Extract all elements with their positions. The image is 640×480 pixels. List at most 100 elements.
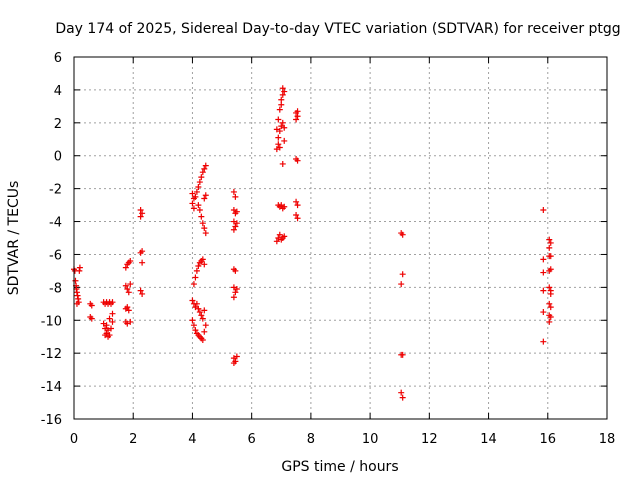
data-point-marker (122, 282, 129, 289)
data-point-marker (230, 226, 237, 233)
data-point-marker (540, 338, 547, 345)
data-point-marker (193, 267, 200, 274)
data-point-marker (192, 274, 199, 281)
y-tick-label: -14 (41, 380, 62, 395)
data-point-marker (102, 332, 109, 339)
data-point-marker (109, 318, 116, 325)
data-point-marker (198, 213, 205, 220)
y-axis-label: SDTVAR / TECUs (6, 181, 22, 296)
data-point-marker (201, 195, 208, 202)
data-point-marker (276, 231, 283, 238)
data-point-marker (192, 327, 199, 334)
data-point-marker (278, 96, 285, 103)
data-point-marker (232, 193, 239, 200)
data-point-marker (199, 315, 206, 322)
data-point-marker (281, 233, 288, 240)
data-point-marker (279, 160, 286, 167)
data-point-marker (198, 174, 205, 181)
data-point-marker (125, 307, 132, 314)
data-point-marker (398, 389, 405, 396)
data-point-marker (202, 322, 209, 329)
data-point-marker (189, 297, 196, 304)
x-tick-labels: 0 2 4 6 8 10 12 14 16 18 (70, 432, 615, 447)
data-point-marker (276, 106, 283, 113)
x-axis-label: GPS time / hours (281, 459, 398, 475)
data-point-marker (540, 309, 547, 316)
data-point-marker (399, 271, 406, 278)
data-point-marker (546, 318, 553, 325)
data-point-marker (279, 119, 286, 126)
data-point-marker (202, 162, 209, 169)
data-point-marker (547, 304, 554, 311)
data-point-marker (546, 267, 553, 274)
data-point-marker (124, 286, 131, 293)
data-point-marker (293, 198, 300, 205)
data-point-marker (399, 231, 406, 238)
data-point-marker (127, 281, 134, 288)
x-tick-label: 8 (307, 432, 315, 447)
data-point-marker (293, 211, 300, 218)
data-point-marker (124, 304, 131, 311)
data-point-marker (232, 223, 239, 230)
y-tick-label: -2 (49, 183, 62, 198)
data-point-marker (275, 141, 282, 148)
data-point-marker (88, 315, 95, 322)
data-point-marker (233, 353, 240, 360)
data-point-marker (547, 290, 554, 297)
data-point-marker (281, 88, 288, 95)
data-point-marker (276, 144, 283, 151)
data-point-marker (201, 261, 208, 268)
data-point-marker (293, 116, 300, 123)
data-point-marker (275, 116, 282, 123)
data-point-marker (137, 207, 144, 214)
data-point-marker (199, 256, 206, 263)
data-point-marker (281, 124, 288, 131)
y-tick-label: 0 (54, 150, 62, 165)
data-point-marker (281, 137, 288, 144)
data-point-marker (540, 207, 547, 214)
data-point-marker (103, 322, 110, 329)
data-point-marker (196, 309, 203, 316)
data-point-marker (399, 394, 406, 401)
data-point-marker (540, 256, 547, 263)
data-point-marker (189, 190, 196, 197)
data-point-marker (198, 312, 205, 319)
data-point-marker (196, 207, 203, 214)
y-tick-label: 2 (54, 117, 62, 132)
data-point-marker (137, 213, 144, 220)
x-tick-label: 16 (540, 432, 557, 447)
data-point-marker (294, 108, 301, 115)
y-tick-label: 6 (54, 51, 62, 66)
data-point-marker (137, 249, 144, 256)
data-point-marker (546, 284, 553, 291)
x-tick-label: 2 (129, 432, 137, 447)
data-point-marker (202, 192, 209, 199)
data-point-marker (201, 225, 208, 232)
data-point-marker (190, 322, 197, 329)
x-tick-label: 4 (188, 432, 196, 447)
data-point-marker (193, 300, 200, 307)
data-point-marker (202, 230, 209, 237)
data-point-marker (233, 208, 240, 215)
x-tick-label: 18 (599, 432, 616, 447)
data-point-marker (294, 202, 301, 209)
data-point-marker (125, 289, 132, 296)
data-point-marker (294, 157, 301, 164)
y-tick-label: -4 (49, 216, 62, 231)
x-tick-label: 0 (70, 432, 78, 447)
data-point-marker (547, 313, 554, 320)
data-point-marker (232, 267, 239, 274)
data-point-marker (294, 215, 301, 222)
data-point-marker (201, 307, 208, 314)
data-point-marker (139, 210, 146, 217)
data-point-marker (189, 200, 196, 207)
data-point-marker (109, 310, 116, 317)
data-point-marker (230, 360, 237, 367)
data-point-marker (195, 305, 202, 312)
data-point-marker (199, 220, 206, 227)
data-point-marker (88, 302, 95, 309)
data-point-marker (201, 328, 208, 335)
data-point-marker (232, 289, 239, 296)
data-point-marker (139, 259, 146, 266)
data-point-marker (398, 281, 405, 288)
